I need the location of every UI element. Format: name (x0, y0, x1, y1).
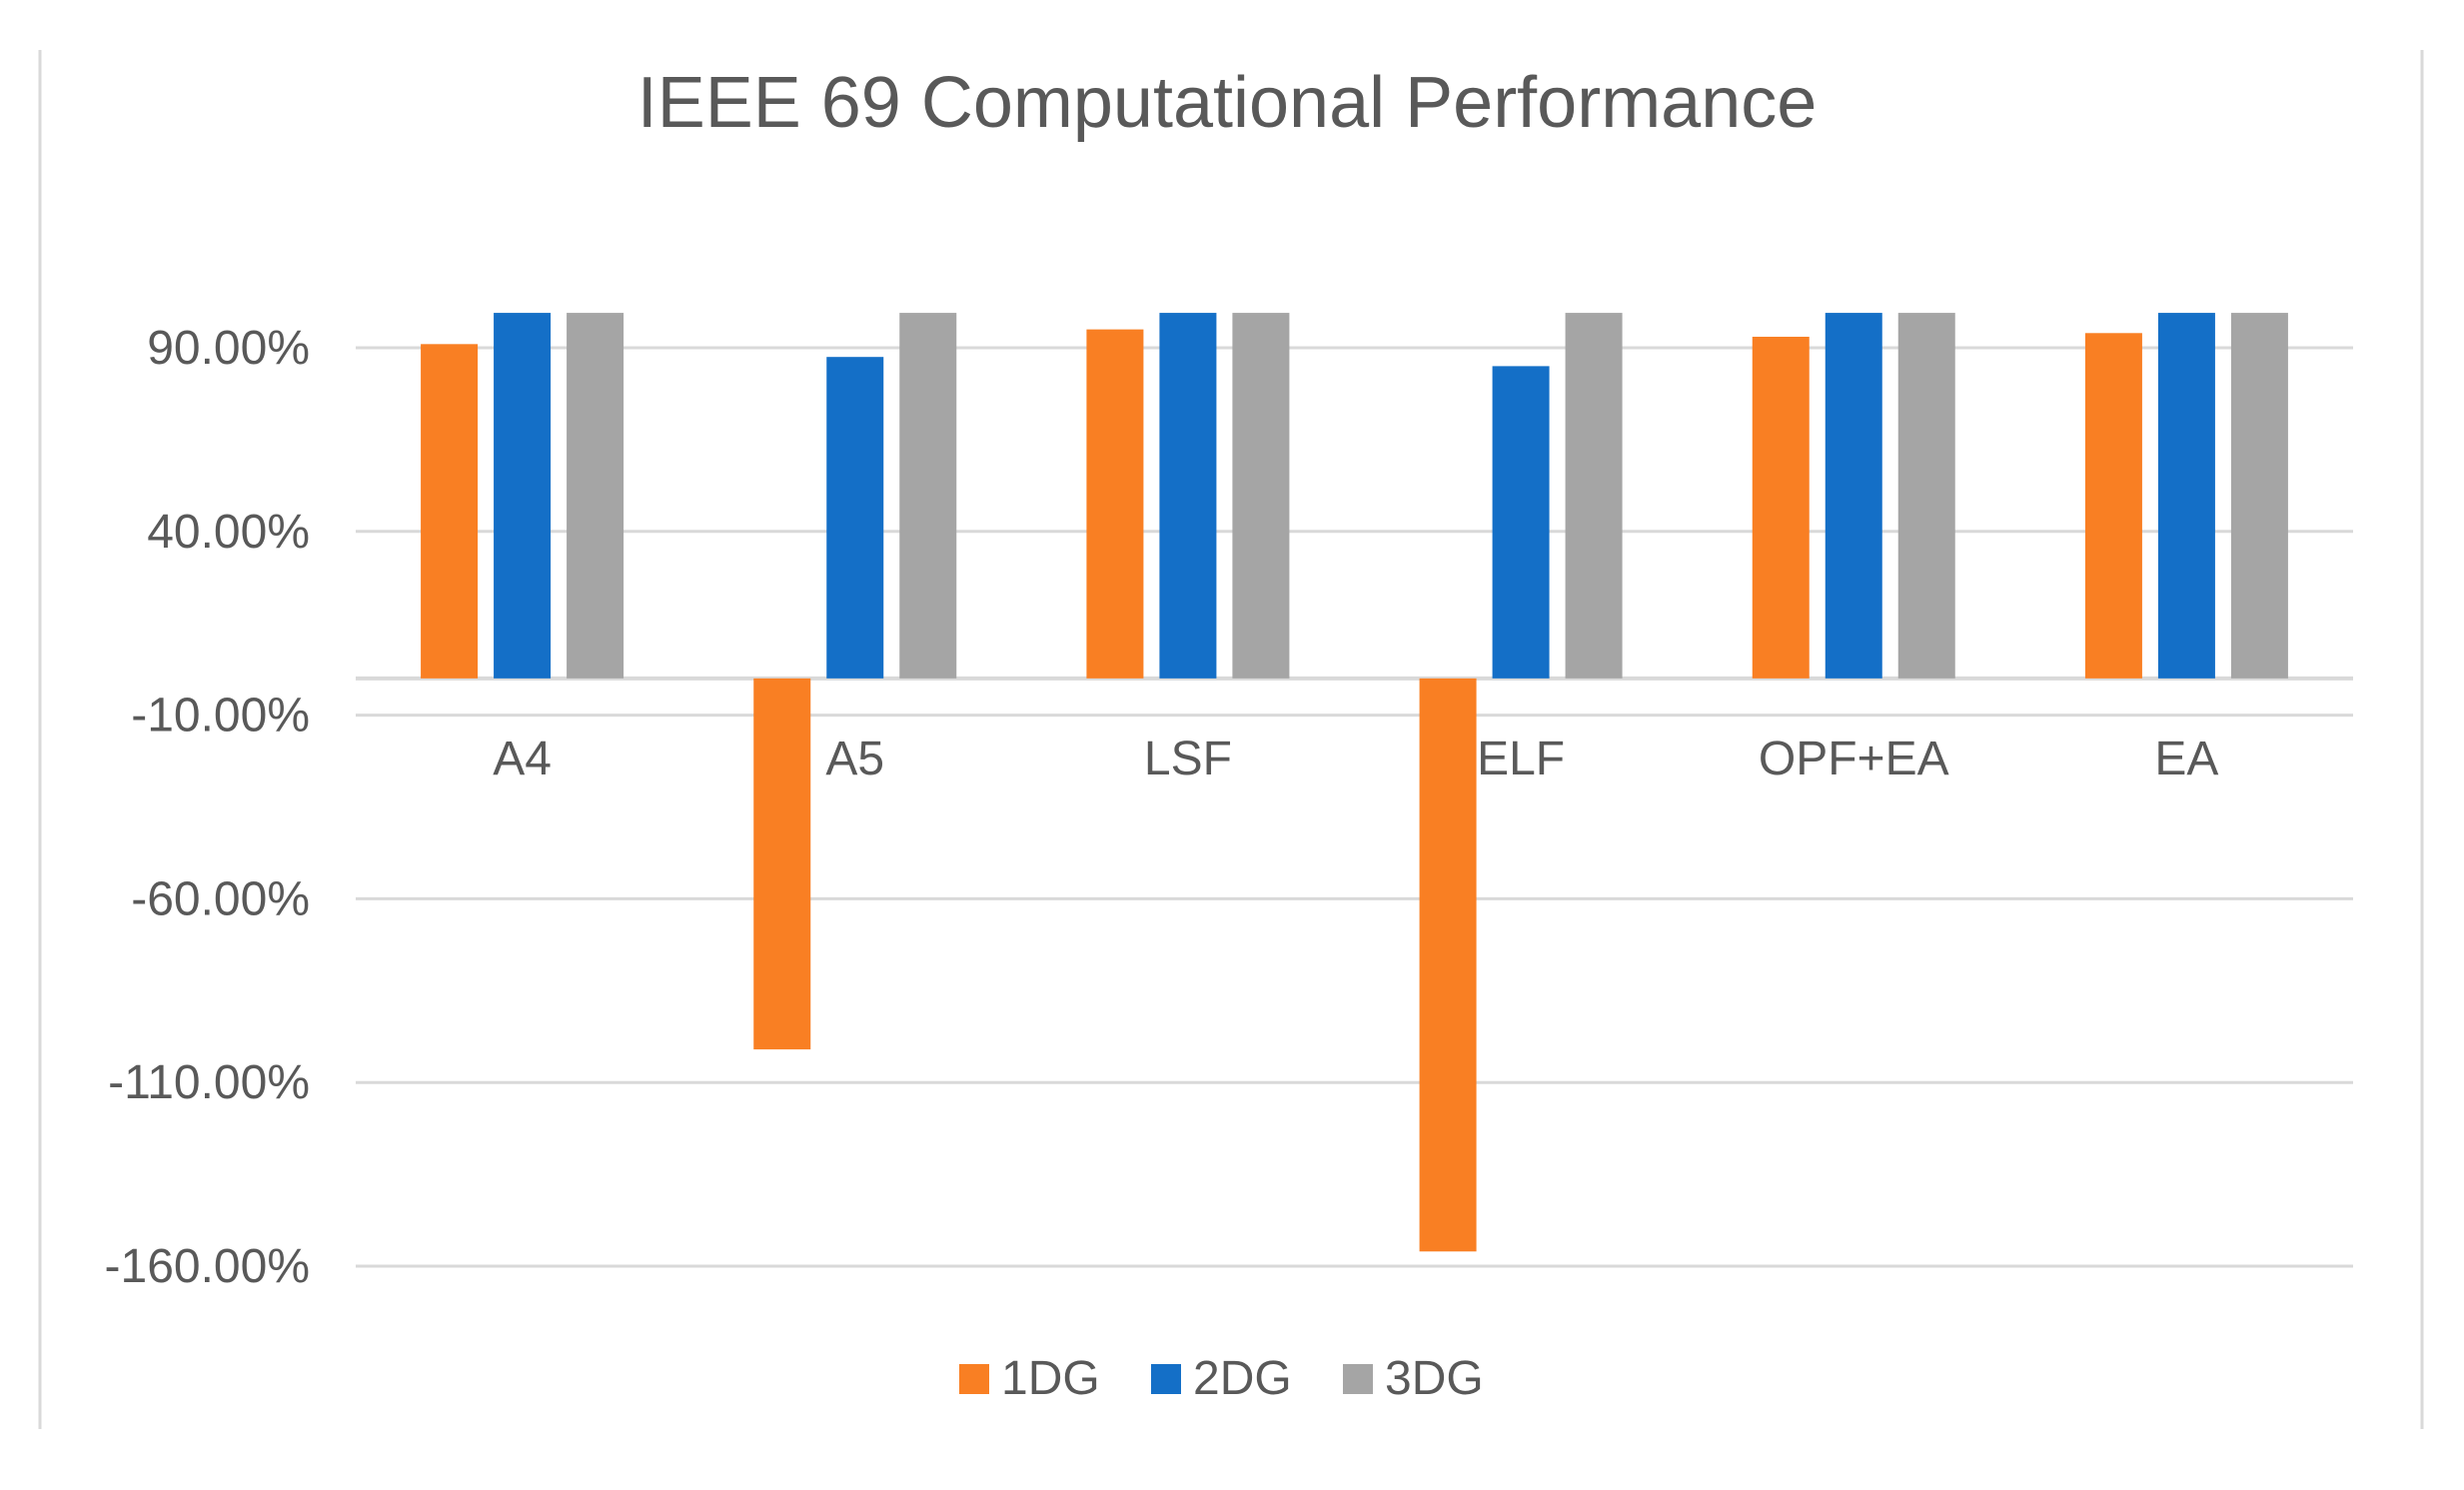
y-tick-label: 40.00% (147, 506, 310, 559)
bar-1dg-a4 (421, 344, 479, 679)
y-tick-label: -60.00% (131, 872, 310, 925)
legend: 1DG 2DG 3DG (959, 1352, 1484, 1405)
bar-2dg-opf-ea (1825, 313, 1882, 679)
bar-3dg-a4 (567, 313, 624, 679)
x-tick-label: A4 (493, 733, 552, 785)
y-tick-label: -10.00% (131, 690, 310, 743)
bar-2dg-a4 (494, 313, 552, 679)
y-axis-ticks: 90.00% 40.00% -10.00% -60.00% -110.00% -160.0… (105, 322, 310, 1293)
bar-3dg-a5 (899, 313, 957, 679)
x-tick-label: EA (2154, 733, 2218, 785)
chart-title: IEEE 69 Computational Performance (637, 63, 1818, 143)
legend-swatch-3dg (1343, 1364, 1373, 1394)
bar-1dg-elf (1419, 678, 1477, 1252)
bar-3dg-elf (1565, 313, 1623, 679)
bar-2dg-elf (1492, 366, 1550, 679)
bar-1dg-opf-ea (1752, 336, 1810, 679)
x-tick-label: LSF (1144, 733, 1232, 785)
y-tick-label: -160.00% (105, 1240, 310, 1293)
bars (421, 313, 2288, 1252)
bar-1dg-a5 (753, 678, 811, 1050)
x-axis-ticks: A4 A5 LSF ELF OPF+EA EA (493, 733, 2218, 785)
legend-label-2dg: 2DG (1193, 1352, 1292, 1405)
x-tick-label: OPF+EA (1759, 733, 1949, 785)
gridlines (356, 346, 2353, 1268)
bar-2dg-a5 (826, 357, 884, 679)
legend-label-1dg: 1DG (1001, 1352, 1100, 1405)
bar-1dg-ea (2084, 333, 2142, 679)
bar-3dg-ea (2230, 313, 2288, 679)
legend-label-3dg: 3DG (1385, 1352, 1484, 1405)
x-tick-label: ELF (1477, 733, 1565, 785)
bar-3dg-lsf (1232, 313, 1290, 679)
bar-3dg-opf-ea (1897, 313, 1955, 679)
bar-2dg-lsf (1159, 313, 1217, 679)
bar-1dg-lsf (1086, 329, 1144, 679)
legend-swatch-2dg (1151, 1364, 1181, 1394)
legend-swatch-1dg (959, 1364, 989, 1394)
y-tick-label: -110.00% (108, 1056, 310, 1109)
bar-2dg-ea (2157, 313, 2215, 679)
x-tick-label: A5 (825, 733, 884, 785)
y-tick-label: 90.00% (147, 322, 310, 375)
